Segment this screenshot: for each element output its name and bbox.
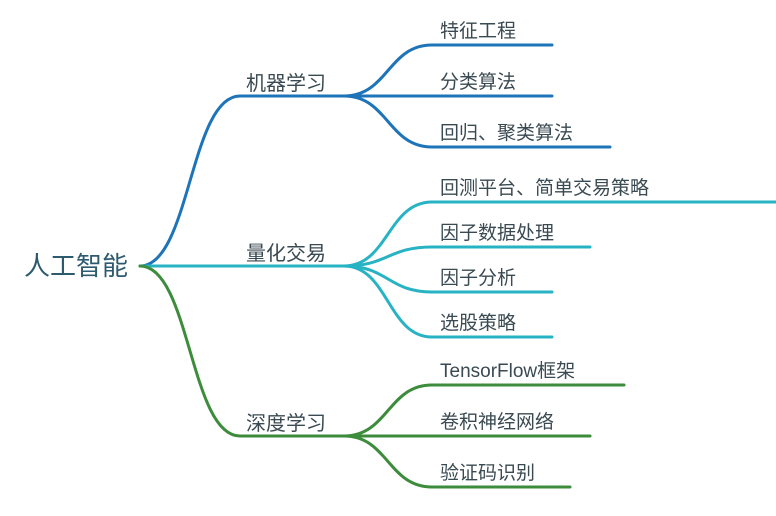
branch-label-ml: 机器学习 [246,72,326,95]
edge-ml-leaf-0 [344,45,432,96]
leaf-label-dl-2: 验证码识别 [440,462,535,484]
edge-root-to-dl [140,266,240,436]
leaf-label-ml-2: 回归、聚类算法 [440,122,573,144]
leaf-label-dl-1: 卷积神经网络 [440,411,554,433]
leaf-label-quant-1: 因子数据处理 [440,222,554,244]
edge-root-to-ml [140,96,240,266]
root-label: 人工智能 [24,251,128,281]
edge-dl-leaf-2 [344,436,432,487]
mindmap-canvas: 人工智能 机器学习 特征工程分类算法回归、聚类算法量化交易 回测平台、简单交易策略因子… [0,0,776,516]
leaf-label-quant-2: 因子分析 [440,267,516,289]
leaf-label-dl-0: TensorFlow框架 [440,360,575,382]
edge-ml-leaf-2 [344,96,432,147]
branch-label-dl: 深度学习 [246,412,326,435]
leaf-label-ml-1: 分类算法 [440,71,516,93]
edge-quant-leaf-3 [344,266,432,337]
leaf-label-quant-3: 选股策略 [440,312,516,334]
branch-label-quant: 量化交易 [246,242,326,265]
edge-dl-leaf-0 [344,385,432,436]
leaf-label-quant-0: 回测平台、简单交易策略 [440,177,649,199]
leaf-label-ml-0: 特征工程 [440,20,516,42]
